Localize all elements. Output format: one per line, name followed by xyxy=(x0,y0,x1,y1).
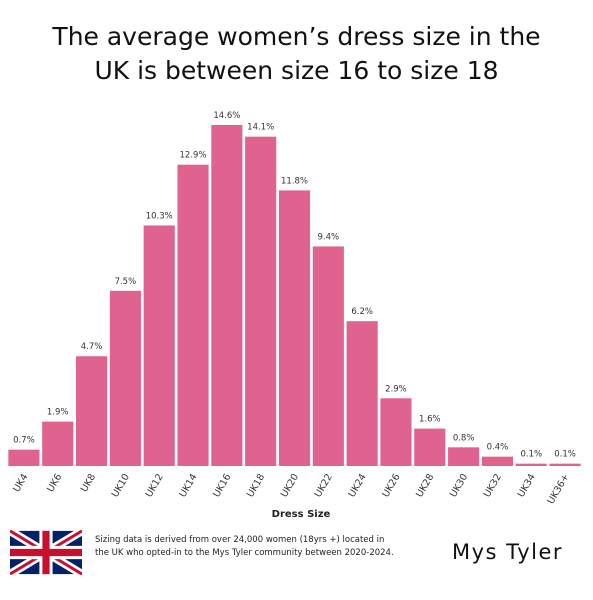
bar xyxy=(312,246,344,466)
x-tick-label: UK8 xyxy=(79,472,98,494)
bar xyxy=(177,164,209,466)
x-tick-label: UK12 xyxy=(144,472,166,499)
value-label: 14.1% xyxy=(247,123,274,133)
bar xyxy=(109,290,141,466)
bar xyxy=(211,125,243,466)
bar xyxy=(42,421,74,466)
x-tick-label: UK36+ xyxy=(546,472,572,506)
bar xyxy=(549,463,581,466)
x-tick-label: UK6 xyxy=(45,472,64,494)
x-tick-label: UK20 xyxy=(279,472,301,499)
x-tick-label: UK32 xyxy=(482,472,504,499)
x-tick-label: UK26 xyxy=(380,472,402,499)
uk-flag xyxy=(10,530,82,575)
value-label: 12.9% xyxy=(180,151,207,161)
bar xyxy=(346,321,378,466)
bar xyxy=(245,136,277,466)
value-label: 0.8% xyxy=(453,433,475,443)
value-label: 0.1% xyxy=(554,450,576,460)
value-label: 2.9% xyxy=(385,384,407,394)
x-tick-label: UK4 xyxy=(11,472,30,494)
bar xyxy=(8,449,40,466)
brand: Mys Tyler xyxy=(452,540,564,564)
value-label: 11.8% xyxy=(281,176,308,186)
bar xyxy=(515,463,547,466)
bar xyxy=(380,398,412,466)
x-tick-label: UK24 xyxy=(347,472,369,499)
value-label: 4.7% xyxy=(81,342,103,352)
x-tick-label: UK22 xyxy=(313,472,335,499)
value-label: 0.7% xyxy=(13,436,35,446)
footnote: Sizing data is derived from over 24,000 … xyxy=(95,535,394,558)
bar xyxy=(414,428,446,466)
x-tick-label: UK28 xyxy=(414,472,436,499)
value-label: 14.6% xyxy=(213,111,240,121)
x-tick-label: UK16 xyxy=(211,472,233,499)
value-label: 9.4% xyxy=(318,232,340,242)
bar xyxy=(448,447,480,466)
x-tick-label: UK10 xyxy=(110,472,132,499)
bar xyxy=(143,225,175,466)
value-label: 7.5% xyxy=(115,277,137,287)
x-tick-label: UK30 xyxy=(448,472,470,499)
value-label: 0.4% xyxy=(487,443,509,453)
bar xyxy=(481,456,513,466)
bar xyxy=(278,190,311,466)
value-label: 0.1% xyxy=(520,450,542,460)
x-axis-label: Dress Size xyxy=(272,509,331,520)
bar xyxy=(76,356,108,466)
value-label: 10.3% xyxy=(146,211,173,221)
value-label: 6.2% xyxy=(351,307,373,317)
value-label: 1.6% xyxy=(419,415,441,425)
x-tick-label: UK18 xyxy=(245,472,267,499)
value-label: 1.9% xyxy=(47,408,69,418)
chart: Dress Size 0.7% UK4 1.9% UK6 4.7% UK8 7.5% UK10… xyxy=(8,111,581,520)
x-tick-label: UK34 xyxy=(516,472,538,499)
chart-title: The average women’s dress size in the UK… xyxy=(52,22,541,85)
x-tick-label: UK14 xyxy=(177,472,199,499)
